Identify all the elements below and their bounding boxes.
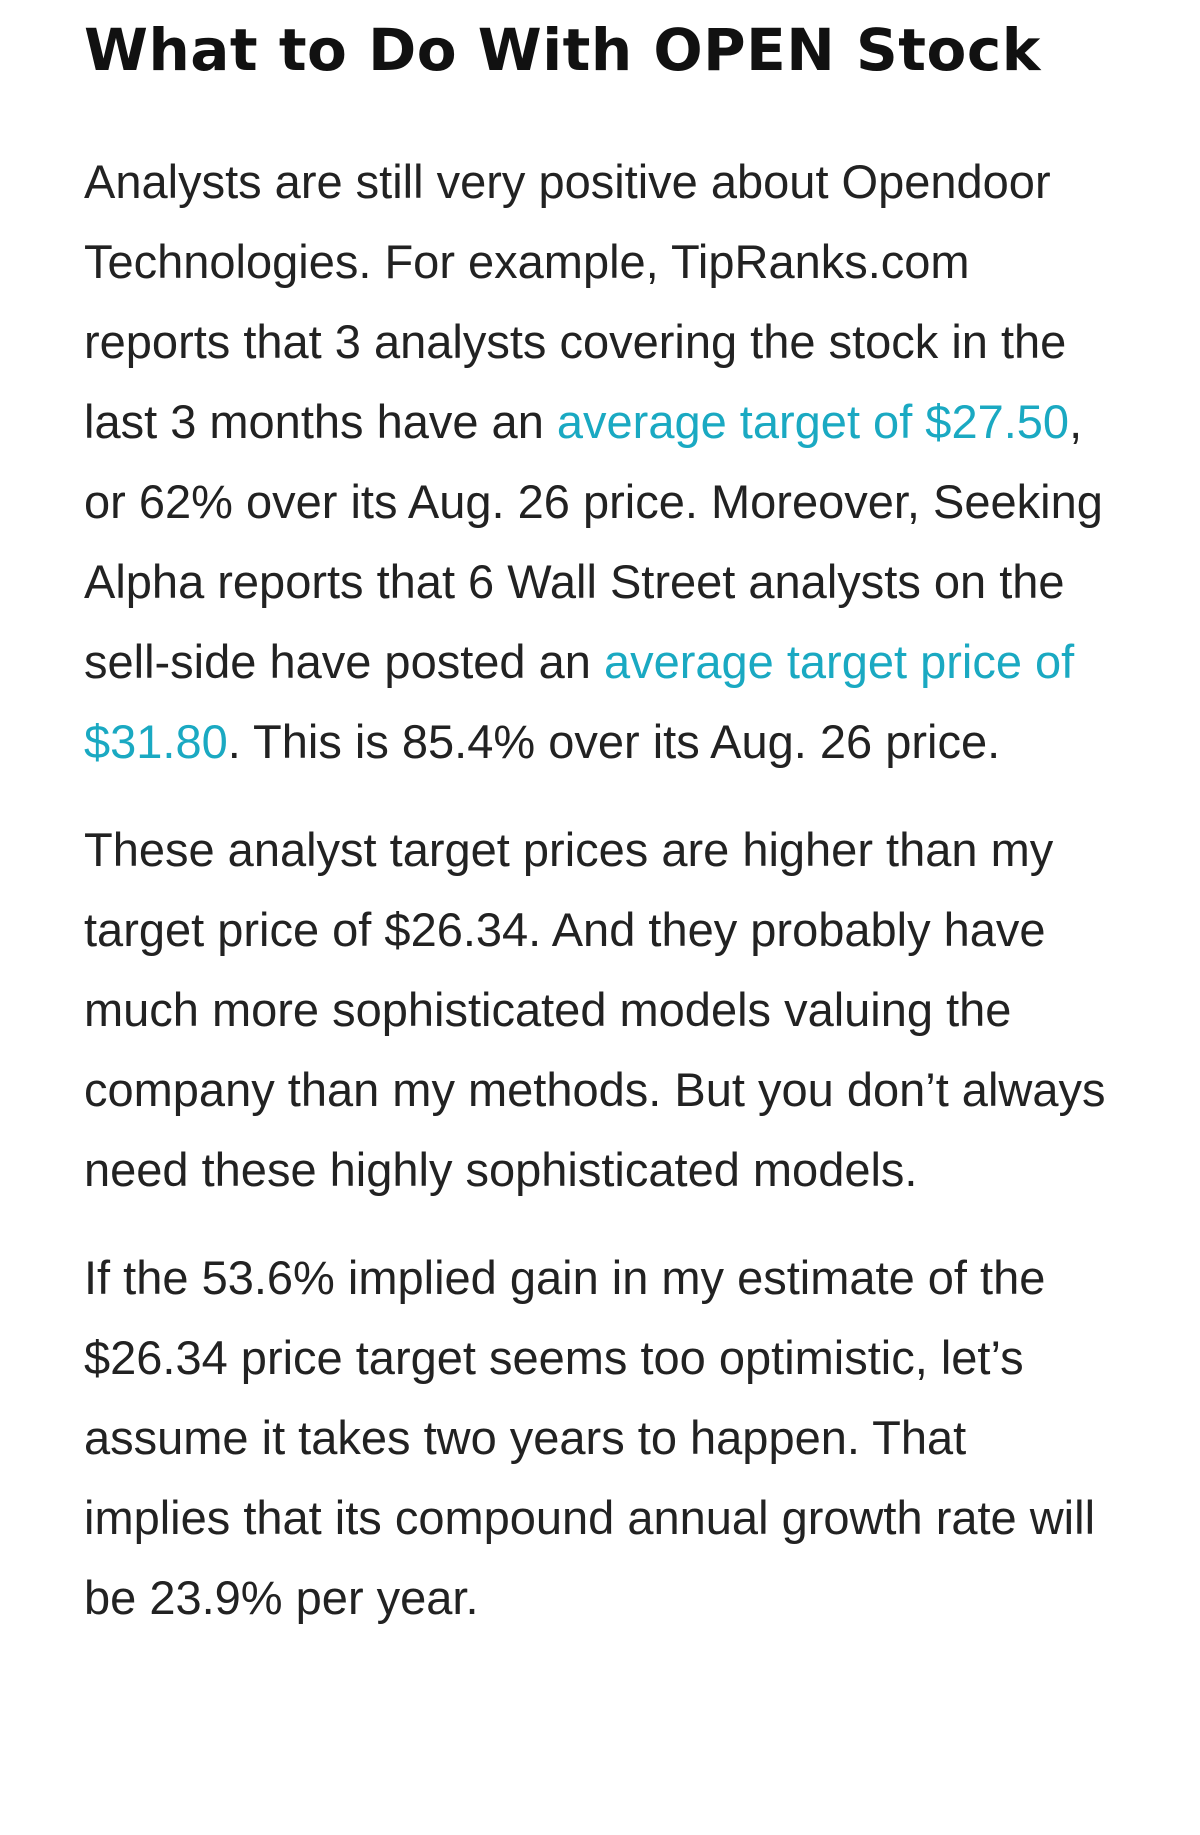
- paragraph-target-comparison: These analyst target prices are higher t…: [84, 823, 1106, 1196]
- article-body: What to Do With OPEN Stock Analysts are …: [84, 0, 1124, 1638]
- paragraph-growth-rate: If the 53.6% implied gain in my estimate…: [84, 1251, 1096, 1624]
- section-heading: What to Do With OPEN Stock: [84, 16, 1041, 84]
- paragraph-text: , or 62% over its Aug. 26 price. Moreove…: [84, 395, 1103, 688]
- link-tipranks-average-target[interactable]: average target of $27.50: [556, 395, 1070, 448]
- link-seeking-alpha-average-target[interactable]: average target price of $31.80: [84, 635, 1075, 768]
- paragraph-text: Analysts are still very positive about O…: [84, 155, 1067, 448]
- paragraph-analyst-targets: Analysts are still very positive about O…: [84, 142, 1124, 782]
- paragraph-text: . This is 85.4% over its Aug. 26 price.: [227, 715, 1001, 768]
